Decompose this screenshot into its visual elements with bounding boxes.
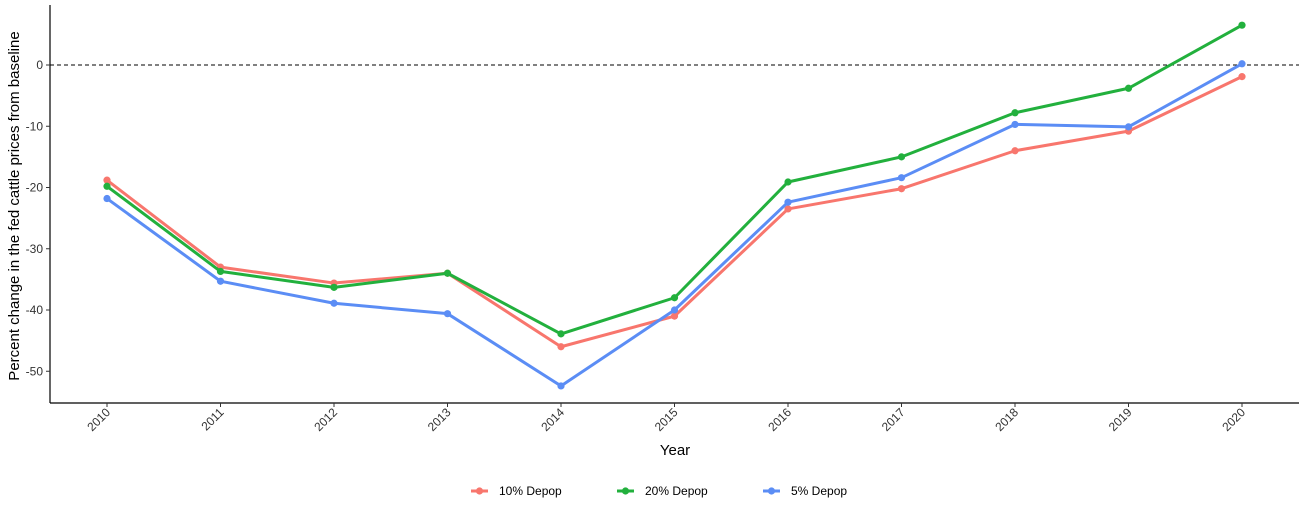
data-point-5-depop	[103, 194, 111, 203]
data-point-20-depop	[1124, 84, 1133, 92]
data-point-5-depop	[443, 310, 452, 318]
legend-key-point	[475, 487, 484, 495]
data-point-20-depop	[443, 269, 452, 277]
data-point-10-depop	[103, 176, 111, 184]
x-tick-label: 2018	[992, 405, 1021, 434]
data-point-5-depop	[1124, 123, 1133, 131]
data-point-20-depop	[330, 283, 338, 291]
legend-item-5-depop: 5% Depop	[763, 484, 847, 498]
data-point-10-depop	[670, 312, 679, 320]
data-point-5-depop	[216, 277, 225, 285]
y-tick-label: 0	[36, 58, 43, 72]
series-5-depop	[103, 60, 1246, 390]
x-tick-label: 2012	[311, 405, 340, 434]
x-tick-label: 2020	[1219, 405, 1248, 434]
series-20-depop	[103, 21, 1246, 338]
data-point-5-depop	[557, 382, 565, 390]
data-point-20-depop	[1238, 21, 1246, 29]
data-point-5-depop	[784, 198, 792, 206]
data-point-20-depop	[670, 294, 679, 302]
series-line-20-depop	[106, 23, 1243, 336]
data-point-10-depop	[1238, 73, 1246, 81]
x-tick-label: 2019	[1106, 405, 1135, 434]
data-point-5-depop	[1011, 120, 1019, 129]
data-point-5-depop	[1238, 60, 1246, 68]
y-tick-label: -30	[26, 242, 44, 256]
x-tick-label: 2017	[879, 405, 908, 434]
legend-item-20-depop: 20% Depop	[617, 484, 708, 498]
data-point-10-depop	[897, 185, 906, 193]
legend-item-10-depop: 10% Depop	[471, 484, 562, 498]
data-point-10-depop	[784, 205, 792, 213]
data-point-20-depop	[103, 182, 111, 190]
series-10-depop	[103, 73, 1246, 351]
x-tick-label: 2013	[425, 405, 454, 434]
x-tick-label: 2011	[198, 405, 226, 433]
x-axis-title: Year	[660, 442, 690, 459]
series-line-5-depop	[106, 62, 1243, 388]
data-point-20-depop	[1011, 109, 1019, 117]
y-tick-label: -40	[26, 303, 44, 317]
y-tick-label: -10	[26, 119, 44, 133]
data-point-5-depop	[897, 174, 906, 182]
series-line-10-depop	[106, 75, 1243, 349]
data-point-20-depop	[216, 267, 225, 276]
legend-key-point	[621, 487, 630, 495]
data-point-5-depop	[670, 306, 679, 314]
y-tick-label: -20	[26, 181, 44, 195]
y-axis-title: Percent change in the fed cattle prices …	[6, 31, 23, 380]
data-point-20-depop	[557, 330, 565, 338]
legend-key-point	[767, 487, 776, 495]
x-tick-label: 2015	[652, 405, 681, 434]
data-point-10-depop	[1011, 147, 1019, 155]
x-tick-label: 2014	[538, 405, 567, 434]
legend-label: 5% Depop	[791, 484, 847, 498]
data-point-5-depop	[330, 299, 338, 307]
legend: 10% Depop 20% Depop 5% Depop	[471, 484, 847, 498]
x-tick-label: 2010	[84, 405, 113, 434]
legend-label: 10% Depop	[499, 484, 562, 498]
data-point-20-depop	[897, 153, 906, 161]
x-tick-label: 2016	[765, 405, 794, 434]
y-tick-label: -50	[26, 364, 44, 378]
data-point-20-depop	[784, 178, 792, 186]
legend-label: 20% Depop	[645, 484, 708, 498]
data-point-10-depop	[557, 343, 565, 351]
